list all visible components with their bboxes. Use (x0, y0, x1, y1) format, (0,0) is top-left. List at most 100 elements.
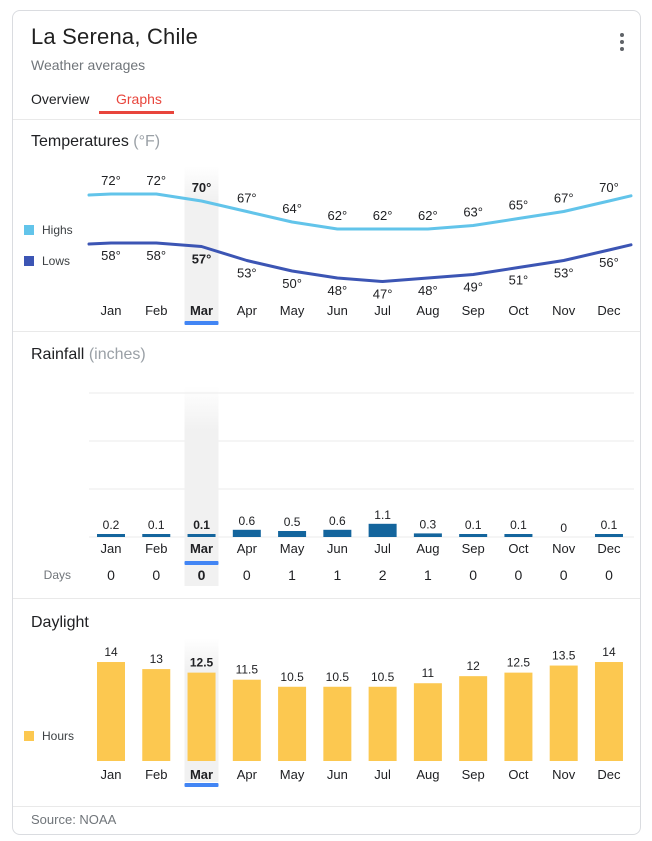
daylight-bar[interactable] (142, 669, 171, 761)
active-tab-underline (99, 111, 174, 114)
month-label[interactable]: Nov (552, 767, 576, 782)
month-label[interactable]: May (280, 303, 305, 318)
rainfall-bar[interactable] (368, 523, 397, 537)
lows-value-label: 47° (373, 287, 393, 302)
rain-days-value: 0 (243, 567, 251, 583)
highs-swatch-icon (24, 225, 34, 235)
month-label[interactable]: Feb (145, 541, 167, 556)
month-label[interactable]: Dec (597, 303, 621, 318)
rainfall-bar[interactable] (459, 534, 488, 537)
month-label[interactable]: Nov (552, 303, 576, 318)
daylight-value-label: 11.5 (236, 663, 259, 677)
month-label[interactable]: Apr (237, 541, 258, 556)
lows-value-label: 50° (282, 276, 302, 291)
kebab-dot (620, 33, 624, 37)
month-label[interactable]: Jun (327, 767, 348, 782)
month-label[interactable]: Jun (327, 541, 348, 556)
source-attribution: Source: NOAA (31, 812, 117, 827)
month-label[interactable]: Jul (374, 541, 391, 556)
month-label[interactable]: Apr (237, 303, 258, 318)
lows-value-label: 48° (418, 283, 438, 298)
rain-days-value: 0 (560, 567, 568, 583)
kebab-menu-icon[interactable] (609, 27, 635, 57)
rainfall-bar[interactable] (413, 533, 442, 537)
month-label[interactable]: Dec (597, 541, 621, 556)
daylight-bar[interactable] (549, 665, 578, 761)
rainfall-bar[interactable] (97, 534, 125, 537)
daylight-value-label: 12 (466, 659, 480, 673)
daylight-bar[interactable] (594, 662, 623, 761)
month-label[interactable]: May (280, 541, 305, 556)
rainfall-bar[interactable] (594, 534, 623, 537)
rainfall-bar[interactable] (232, 529, 261, 537)
month-label[interactable]: Oct (508, 303, 529, 318)
daylight-bar[interactable] (278, 686, 307, 761)
month-label[interactable]: May (280, 767, 305, 782)
month-label[interactable]: Dec (597, 767, 621, 782)
rainfall-value-label: 0.2 (103, 518, 120, 532)
month-label[interactable]: Oct (508, 767, 529, 782)
rainfall-value-label: 0.6 (238, 514, 255, 528)
daylight-bar[interactable] (413, 683, 442, 761)
month-label[interactable]: Jul (374, 303, 391, 318)
daylight-value-label: 14 (104, 645, 118, 659)
rain-days-value: 2 (379, 567, 387, 583)
highs-value-label: 62° (328, 208, 348, 223)
month-label[interactable]: Oct (508, 541, 529, 556)
rain-days-value: 1 (424, 567, 432, 583)
rain-days-value: 1 (333, 567, 341, 583)
daylight-bar[interactable] (323, 686, 352, 761)
rainfall-value-label: 0.1 (601, 518, 618, 532)
rainfall-value-label: 0.5 (284, 515, 301, 529)
lows-value-label: 48° (328, 283, 348, 298)
daylight-bar[interactable] (187, 672, 216, 761)
month-label[interactable]: Jan (101, 541, 122, 556)
month-label[interactable]: Aug (416, 303, 439, 318)
rainfall-bar[interactable] (504, 534, 533, 537)
rainfall-bar[interactable] (187, 534, 216, 537)
month-label[interactable]: Sep (462, 303, 485, 318)
daylight-bar[interactable] (97, 662, 125, 761)
tab-graphs[interactable]: Graphs (116, 91, 162, 107)
month-label[interactable]: Jul (374, 767, 391, 782)
month-label[interactable]: Aug (416, 541, 439, 556)
daylight-value-label: 10.5 (280, 670, 304, 684)
divider (13, 806, 640, 807)
rainfall-bar[interactable] (142, 534, 171, 537)
highs-value-label: 67° (554, 191, 574, 206)
month-label[interactable]: Aug (416, 767, 439, 782)
month-label[interactable]: Nov (552, 541, 576, 556)
month-label[interactable]: Feb (145, 303, 167, 318)
month-label[interactable]: Sep (462, 541, 485, 556)
month-label[interactable]: Mar (190, 303, 213, 318)
month-label[interactable]: Jan (101, 303, 122, 318)
daylight-bar[interactable] (368, 686, 397, 761)
rainfall-value-label: 0.3 (420, 517, 437, 531)
rainfall-bar[interactable] (278, 531, 307, 537)
daylight-bar[interactable] (459, 676, 488, 761)
rainfall-value-label: 0.6 (329, 514, 346, 528)
month-label[interactable]: Feb (145, 767, 167, 782)
legend-highs-label: Highs (42, 223, 73, 237)
month-label[interactable]: Jun (327, 303, 348, 318)
month-label[interactable]: Mar (190, 541, 213, 556)
daylight-bar[interactable] (232, 679, 261, 761)
hours-swatch-icon (24, 731, 34, 741)
highs-value-label: 67° (237, 191, 257, 206)
rainfall-bar[interactable] (323, 529, 352, 537)
month-label[interactable]: Mar (190, 767, 213, 782)
highs-value-label: 72° (146, 173, 166, 188)
page-subtitle: Weather averages (31, 57, 146, 73)
month-label[interactable]: Sep (462, 767, 485, 782)
rain-days-value: 1 (288, 567, 296, 583)
highs-value-label: 65° (509, 198, 529, 213)
tab-overview[interactable]: Overview (31, 91, 90, 107)
month-label[interactable]: Apr (237, 767, 258, 782)
highs-value-label: 70° (192, 180, 212, 195)
daylight-bar[interactable] (504, 672, 533, 761)
rainfall-value-label: 1.1 (374, 508, 391, 522)
weather-card: La Serena, Chile Weather averages Overvi… (12, 10, 641, 835)
lows-line (87, 241, 633, 283)
highs-value-label: 64° (282, 201, 302, 216)
month-label[interactable]: Jan (101, 767, 122, 782)
